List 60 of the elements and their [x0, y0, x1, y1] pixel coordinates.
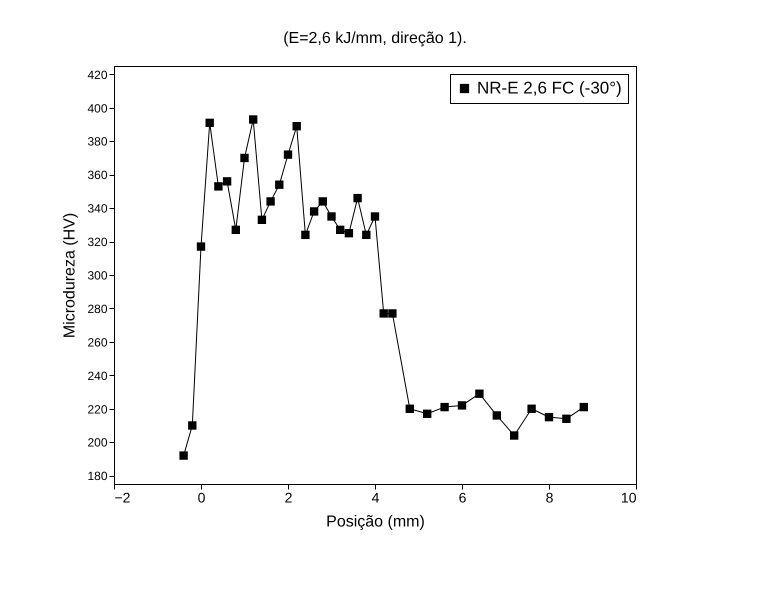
point [292, 122, 301, 130]
point [188, 421, 196, 430]
point [249, 115, 258, 124]
x-tick-label: 2 [284, 490, 293, 506]
point [318, 197, 327, 206]
point [580, 402, 588, 412]
point [544, 412, 554, 422]
point [222, 177, 232, 186]
y-tick-label: 380 [87, 134, 108, 149]
point [275, 180, 284, 189]
y-tick-label: 240 [87, 368, 108, 383]
y-tick-label: 180 [87, 469, 108, 484]
y-tick-label: 360 [87, 168, 108, 182]
point [336, 226, 344, 234]
point [353, 194, 362, 202]
legend-label: NR-E 2,6 FC (-30°) [477, 78, 622, 98]
y-tick-label: 280 [87, 302, 108, 316]
point [510, 431, 518, 440]
point [344, 229, 354, 238]
chart-title: (E=2,6 kJ/mm, direção 1). [283, 30, 467, 47]
y-tick-label: 300 [87, 268, 108, 282]
point [214, 182, 223, 191]
point [327, 212, 336, 221]
y-tick-label: 340 [87, 202, 108, 216]
y-tick-label: 400 [87, 101, 108, 116]
y-tick-label: 220 [87, 402, 108, 416]
point [258, 216, 266, 224]
point [475, 390, 484, 398]
point [179, 451, 188, 460]
point [562, 414, 571, 423]
point [370, 212, 380, 221]
y-tick-label: 260 [87, 335, 108, 350]
x-tick-label: 0 [198, 490, 206, 506]
point [423, 410, 432, 418]
point [492, 411, 501, 420]
point [196, 242, 206, 251]
x-tick-label: 8 [546, 490, 554, 506]
y-tick-label: 200 [87, 436, 108, 450]
y-axis-title: Microdureza (HV) [61, 212, 78, 338]
point [527, 404, 536, 413]
point [362, 230, 370, 240]
point [301, 230, 310, 240]
y-tick-label: 420 [87, 68, 108, 82]
point [266, 197, 275, 206]
x-tick-label: 10 [620, 490, 637, 506]
point [440, 402, 449, 412]
point [458, 401, 466, 410]
point [240, 154, 249, 162]
point [406, 404, 414, 413]
x-tick-label: 4 [372, 490, 380, 506]
point [232, 226, 240, 234]
point [310, 207, 318, 216]
x-tick-label: 6 [458, 490, 467, 506]
x-tick-label: −2 [114, 490, 131, 506]
y-tick-label: 320 [87, 235, 108, 250]
point [206, 118, 214, 128]
point [284, 150, 292, 159]
point [388, 309, 397, 318]
x-axis-title: Posição (mm) [326, 514, 425, 530]
point [380, 309, 388, 318]
